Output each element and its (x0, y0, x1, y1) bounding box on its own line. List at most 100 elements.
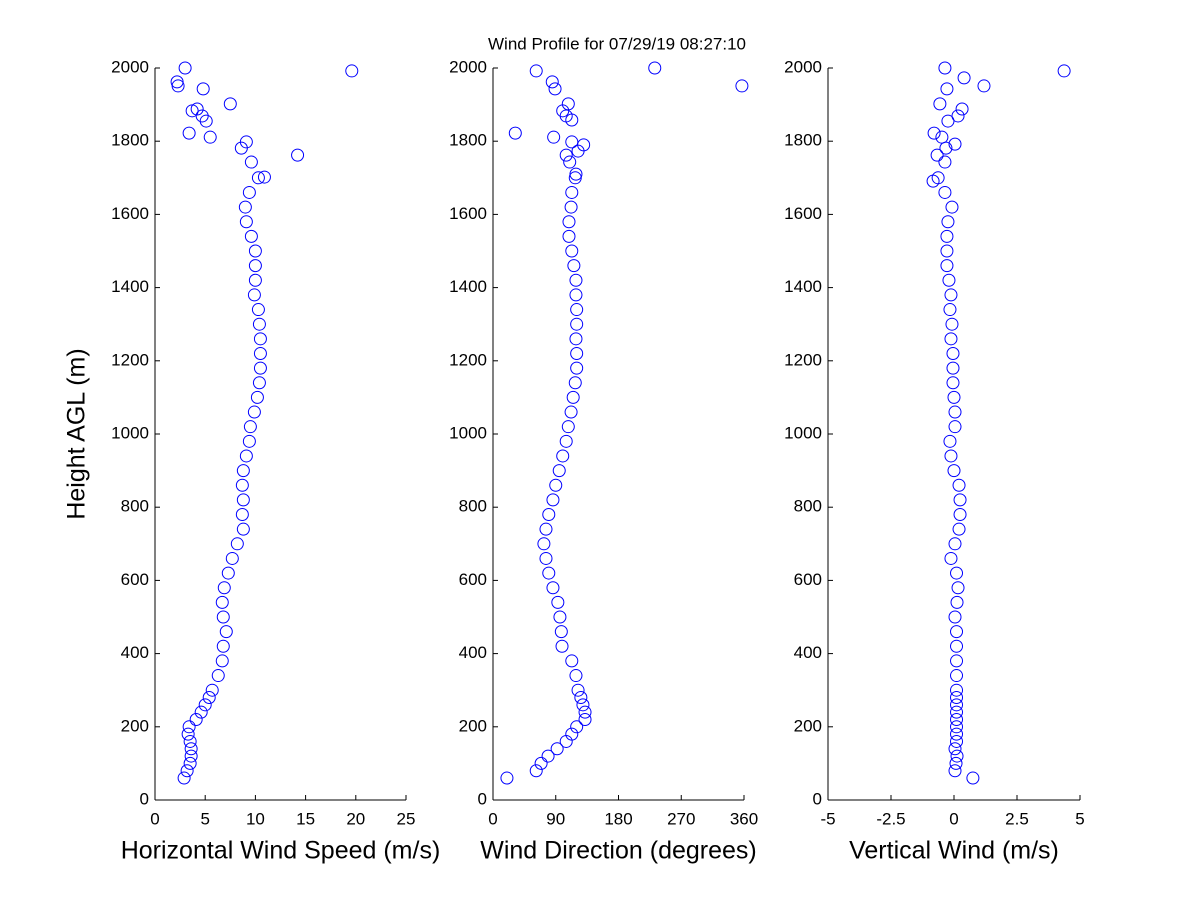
data-point (944, 332, 958, 346)
data-point (562, 215, 576, 229)
data-point (248, 259, 262, 273)
y-tick-label: 1000 (111, 423, 149, 442)
data-point (219, 625, 233, 639)
data-point (251, 303, 265, 317)
y-tick-label: 200 (121, 716, 149, 735)
data-point (950, 683, 964, 697)
data-point (185, 104, 199, 118)
data-point (943, 303, 957, 317)
y-tick-label: 600 (459, 570, 487, 589)
data-point (945, 317, 959, 331)
data-point (957, 71, 971, 85)
data-point (939, 141, 953, 155)
data-point (559, 148, 573, 162)
data-point (196, 82, 210, 96)
data-point (291, 148, 305, 162)
data-point (565, 654, 579, 668)
data-point (345, 64, 359, 78)
y-tick-label: 2000 (449, 57, 487, 76)
data-point (238, 200, 252, 214)
data-point (539, 551, 553, 565)
data-point (951, 109, 965, 123)
data-point (569, 167, 583, 181)
data-point (236, 522, 250, 536)
data-point (553, 610, 567, 624)
data-point (941, 215, 955, 229)
data-point (549, 478, 563, 492)
data-point (571, 683, 585, 697)
data-point (950, 595, 964, 609)
data-point (569, 273, 583, 287)
y-tick-label: 200 (794, 716, 822, 735)
data-point (556, 449, 570, 463)
y-tick-label: 1200 (449, 350, 487, 369)
data-point (948, 405, 962, 419)
data-point (570, 317, 584, 331)
x-tick-label: 0 (488, 809, 497, 828)
y-tick-label: 1000 (449, 423, 487, 442)
x-tick-label: -5 (820, 809, 835, 828)
y-tick-label: 0 (478, 789, 487, 808)
data-point (235, 478, 249, 492)
data-point (948, 537, 962, 551)
data-point (952, 478, 966, 492)
data-point (253, 346, 267, 360)
x-tick-label: 20 (346, 809, 365, 828)
data-point (562, 229, 576, 243)
data-point (947, 464, 961, 478)
x-tick-label: 5 (200, 809, 209, 828)
data-point (252, 376, 266, 390)
data-point (948, 610, 962, 624)
y-tick-label: 400 (459, 643, 487, 662)
data-point (190, 102, 204, 116)
y-tick-label: 1200 (784, 350, 822, 369)
data-point (578, 712, 592, 726)
data-point (570, 346, 584, 360)
data-point (942, 273, 956, 287)
data-point (565, 727, 579, 741)
data-point (554, 625, 568, 639)
data-point (182, 126, 196, 140)
y-tick-label: 600 (121, 570, 149, 589)
x-tick-label: 0 (150, 809, 159, 828)
data-point (940, 244, 954, 258)
y-tick-label: 1800 (111, 131, 149, 150)
data-point (950, 691, 964, 705)
y-tick-label: 1800 (449, 131, 487, 150)
data-point (239, 449, 253, 463)
data-point (216, 639, 230, 653)
data-point (940, 82, 954, 96)
data-point (247, 405, 261, 419)
data-point (953, 508, 967, 522)
data-point (926, 174, 940, 188)
data-point (230, 537, 244, 551)
data-point (938, 185, 952, 199)
data-point (955, 102, 969, 116)
data-point (244, 155, 258, 169)
data-point (234, 141, 248, 155)
data-point (202, 691, 216, 705)
x-tick-label: 10 (246, 809, 265, 828)
data-point (561, 420, 575, 434)
data-point (946, 376, 960, 390)
data-point (945, 200, 959, 214)
data-point (950, 625, 964, 639)
x-tick-label: 0 (949, 809, 958, 828)
data-point (239, 215, 253, 229)
y-tick-label: 1400 (449, 277, 487, 296)
data-point (648, 61, 662, 75)
data-point (252, 317, 266, 331)
y-tick-label: 1800 (784, 131, 822, 150)
data-point (251, 171, 265, 185)
data-point (570, 720, 584, 734)
data-point (946, 346, 960, 360)
data-point (542, 566, 556, 580)
x-axis-label: Wind Direction (degrees) (480, 837, 757, 865)
data-point (949, 756, 963, 770)
data-point (563, 155, 577, 169)
data-point (947, 390, 961, 404)
data-point (508, 126, 522, 140)
data-point (183, 756, 197, 770)
